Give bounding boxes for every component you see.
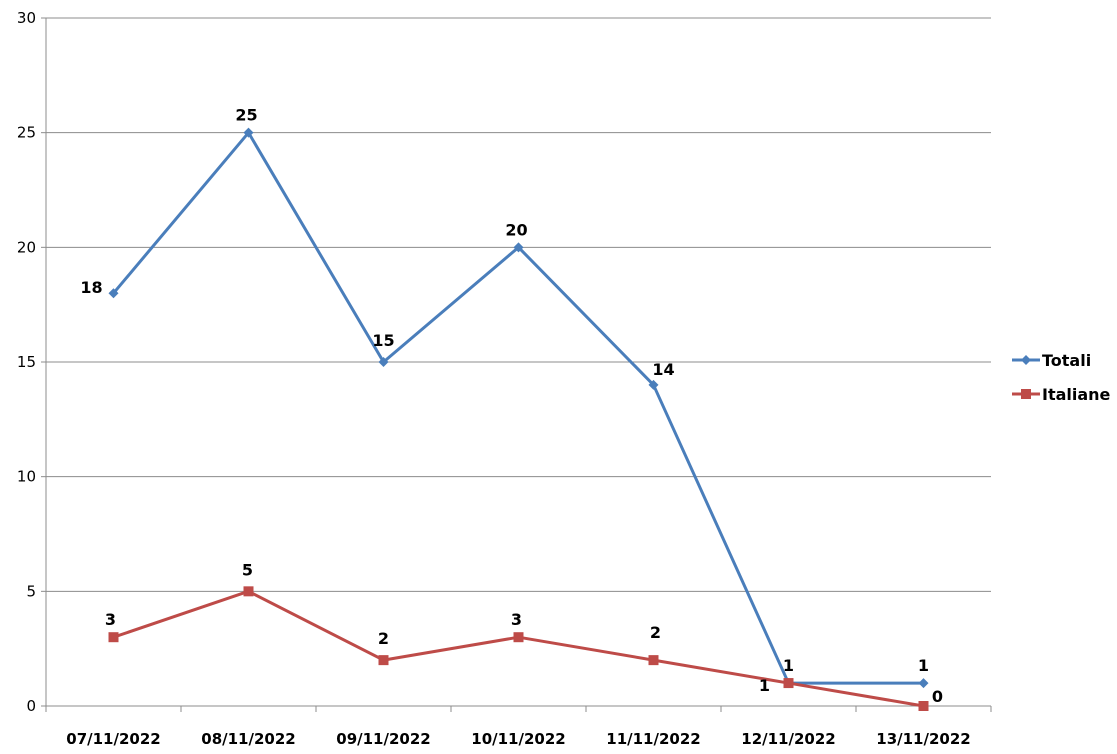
series-line-italiane: [113, 589, 924, 708]
x-tick-label: 13/11/2022: [876, 730, 970, 748]
data-label-italiane: 3: [105, 610, 116, 629]
data-label-italiane: 5: [242, 560, 253, 579]
x-tick-label: 12/11/2022: [741, 730, 835, 748]
data-label-totali: 15: [372, 331, 394, 350]
data-point-italiane: [108, 632, 119, 643]
data-label-totali: 25: [235, 106, 257, 125]
y-tick-label: 30: [17, 9, 36, 27]
legend-marker: [1021, 389, 1031, 399]
data-label-italiane: 1: [759, 676, 770, 695]
y-tick-label: 10: [17, 468, 36, 486]
data-point-italiane: [243, 586, 254, 597]
data-label-totali: 1: [783, 656, 794, 675]
legend: Totali Italiane: [1012, 351, 1111, 404]
data-label-totali: 20: [505, 220, 527, 239]
x-tick-label: 09/11/2022: [336, 730, 430, 748]
series-line-totali: [112, 131, 924, 685]
data-label-totali: 1: [918, 656, 929, 675]
y-tick-label: 5: [26, 582, 36, 600]
legend-label: Italiane: [1042, 385, 1111, 404]
series-lines: [108, 127, 929, 711]
data-point-totali: [378, 357, 389, 367]
x-tick-label: 11/11/2022: [606, 730, 700, 748]
data-point-totali: [243, 127, 254, 138]
data-label-italiane: 0: [932, 687, 943, 706]
data-point-totali: [918, 678, 929, 689]
data-label-italiane: 2: [378, 629, 389, 648]
data-label-totali: 14: [652, 360, 674, 379]
data-point-italiane: [918, 701, 929, 711]
data-point-italiane: [648, 655, 659, 666]
y-tick-label: 0: [26, 697, 36, 715]
x-tick-label: 10/11/2022: [471, 730, 565, 748]
x-tick-label: 07/11/2022: [66, 730, 160, 748]
data-point-italiane: [378, 655, 389, 666]
gridlines: [46, 17, 991, 592]
data-point-totali: [648, 379, 659, 390]
y-tick-label: 25: [17, 124, 36, 142]
data-label-totali: 18: [80, 278, 102, 297]
data-label-italiane: 2: [650, 623, 661, 642]
legend-item-totali: Totali: [1012, 351, 1091, 370]
data-point-italiane: [513, 632, 524, 643]
data-label-italiane: 3: [511, 610, 522, 629]
y-tick-label: 20: [17, 238, 36, 256]
data-point-totali: [513, 242, 524, 253]
y-tick-label: 15: [17, 353, 36, 371]
x-tick-label: 08/11/2022: [201, 730, 295, 748]
data-point-totali: [108, 288, 119, 299]
legend-marker: [1021, 355, 1031, 365]
legend-item-italiane: Italiane: [1012, 385, 1111, 404]
legend-label: Totali: [1042, 351, 1091, 370]
data-point-italiane: [783, 678, 794, 689]
